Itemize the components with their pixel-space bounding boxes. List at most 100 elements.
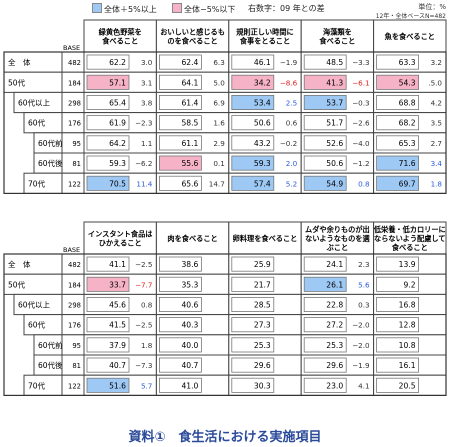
row-label: 50代 bbox=[8, 77, 26, 87]
value-box bbox=[86, 135, 130, 151]
value-label: 34.2 bbox=[254, 78, 271, 87]
value-box bbox=[376, 115, 419, 131]
value-box bbox=[303, 276, 347, 292]
value-label: 12.8 bbox=[399, 321, 416, 330]
value-label: 24.1 bbox=[326, 260, 343, 269]
panel-frame bbox=[3, 253, 447, 396]
diff-label: 3.5 bbox=[431, 119, 442, 128]
base-value: 184 bbox=[68, 79, 81, 87]
value-box bbox=[158, 357, 202, 373]
column-header-label: 食事をとること bbox=[239, 37, 290, 46]
value-label: 45.6 bbox=[109, 301, 126, 310]
value-box bbox=[231, 317, 275, 333]
column-header-label: 食べること bbox=[318, 37, 355, 46]
diff-label: 5.2 bbox=[286, 179, 297, 188]
value-box bbox=[231, 337, 275, 353]
value-label: 65.3 bbox=[399, 139, 416, 148]
diff-label: 0.1 bbox=[213, 159, 224, 168]
diff-label: −2.0 bbox=[352, 321, 370, 330]
base-value: 122 bbox=[68, 382, 81, 390]
value-label: 41.3 bbox=[326, 78, 343, 87]
column-header-cell bbox=[300, 221, 375, 255]
diff-label: −8.6 bbox=[280, 78, 298, 87]
value-label: 51.6 bbox=[109, 381, 126, 390]
value-box bbox=[86, 256, 130, 272]
value-label: 62.4 bbox=[181, 58, 198, 67]
value-box bbox=[158, 276, 202, 292]
base-value: 95 bbox=[72, 342, 81, 350]
value-label: 59.3 bbox=[254, 159, 271, 168]
value-box bbox=[303, 175, 347, 191]
diff-label: −2.0 bbox=[352, 341, 370, 350]
row-label: 70代 bbox=[28, 178, 46, 188]
value-label: 61.4 bbox=[181, 99, 198, 108]
value-box bbox=[376, 256, 419, 272]
diff-label: −2.5 bbox=[135, 260, 152, 269]
diff-label: 5.0 bbox=[213, 78, 225, 87]
row-label: 全 体 bbox=[8, 57, 31, 67]
value-box bbox=[231, 155, 275, 171]
base-value: 298 bbox=[68, 100, 81, 108]
diff-label: 6.9 bbox=[213, 99, 225, 108]
value-label: 29.6 bbox=[254, 361, 271, 370]
value-box bbox=[158, 54, 202, 70]
column-header-cell bbox=[373, 221, 447, 255]
value-box bbox=[303, 155, 347, 171]
base-header-label: BASE bbox=[63, 44, 80, 52]
diff-label: −3.3 bbox=[352, 58, 369, 67]
diff-label: 1.8 bbox=[431, 179, 443, 188]
value-box bbox=[231, 175, 275, 191]
legend-diff-note: 右数字：09 年との差 bbox=[248, 4, 325, 13]
diff-label: 5.7 bbox=[141, 381, 152, 390]
value-box bbox=[231, 115, 275, 131]
diff-label: 2.9 bbox=[213, 139, 225, 148]
diff-label: −4.0 bbox=[352, 139, 370, 148]
value-box bbox=[86, 276, 130, 292]
base-value: 81 bbox=[72, 362, 81, 370]
value-box bbox=[376, 54, 419, 70]
legend-item-negative: 全体−5%以下 bbox=[172, 3, 235, 15]
diff-label: 0.3 bbox=[358, 301, 369, 310]
value-box bbox=[376, 155, 419, 171]
value-box bbox=[231, 54, 275, 70]
diff-label: 11.4 bbox=[136, 179, 152, 188]
value-label: 16.1 bbox=[399, 361, 416, 370]
value-box bbox=[303, 95, 347, 111]
value-label: 64.2 bbox=[109, 139, 126, 148]
legend-item-positive: 全体＋5%以上 bbox=[92, 3, 157, 15]
value-box bbox=[86, 115, 130, 131]
base-value: 122 bbox=[68, 180, 81, 188]
value-box bbox=[86, 377, 130, 393]
column-header-label: のを食べること bbox=[167, 37, 217, 46]
column-header-label: 食べること bbox=[101, 37, 138, 46]
value-box bbox=[158, 317, 202, 333]
base-value: 176 bbox=[68, 120, 81, 128]
value-label: 41.0 bbox=[181, 381, 198, 390]
diff-label: 2.3 bbox=[358, 260, 369, 269]
value-box bbox=[158, 296, 202, 312]
diff-label: −1.9 bbox=[352, 361, 370, 370]
value-box bbox=[158, 74, 202, 90]
diff-label: 14.7 bbox=[209, 179, 225, 188]
diff-label: 5.6 bbox=[358, 280, 370, 289]
value-label: 65.6 bbox=[181, 179, 198, 188]
base-value: 184 bbox=[68, 281, 81, 289]
value-box bbox=[376, 276, 419, 292]
diff-label: −6.2 bbox=[135, 159, 152, 168]
value-label: 9.2 bbox=[404, 280, 416, 289]
value-label: 40.6 bbox=[181, 301, 198, 310]
diff-label: .5.0 bbox=[428, 78, 442, 87]
legend-positive-label: 全体＋5%以上 bbox=[104, 5, 157, 14]
value-box bbox=[86, 74, 130, 90]
diff-label: −6.1 bbox=[352, 78, 369, 87]
diff-label: −1.2 bbox=[352, 159, 369, 168]
value-label: 50.6 bbox=[326, 159, 343, 168]
row-label: 60代 bbox=[28, 118, 46, 128]
value-box bbox=[231, 357, 275, 373]
value-box bbox=[303, 54, 347, 70]
base-note: 12年・全体ベースN=482 bbox=[375, 13, 446, 20]
value-label: 62.2 bbox=[109, 58, 126, 67]
column-header-label: 緑黄色野菜を bbox=[99, 28, 142, 37]
column-header-cell bbox=[155, 221, 230, 255]
